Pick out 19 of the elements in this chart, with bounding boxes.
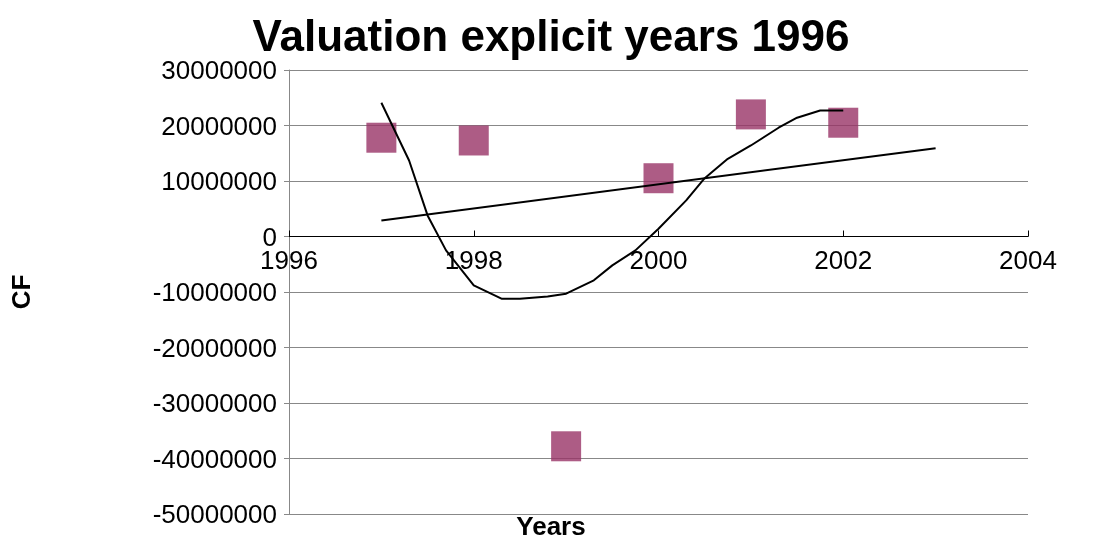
y-tick-label: -50000000 — [152, 499, 277, 529]
point — [551, 431, 582, 462]
x-axis-title: Years — [516, 511, 586, 541]
point — [458, 125, 489, 156]
y-tick-label: 0 — [262, 221, 277, 252]
y-axis-title: CF — [6, 274, 36, 310]
x-tick-label: 2000 — [629, 244, 688, 275]
point — [828, 107, 859, 138]
y-tick-label: -30000000 — [152, 388, 277, 418]
y-tick-label: -10000000 — [152, 277, 277, 307]
point — [643, 163, 674, 194]
x-tick-label: 2002 — [814, 244, 873, 275]
point — [735, 99, 766, 130]
y-tick-label: -20000000 — [152, 332, 277, 363]
y-tick-label: 20000000 — [161, 110, 277, 141]
x-tick-label: 2004 — [999, 244, 1057, 275]
point — [366, 122, 397, 153]
y-tick-label: 10000000 — [161, 166, 277, 196]
y-tick-label: -40000000 — [152, 443, 277, 474]
